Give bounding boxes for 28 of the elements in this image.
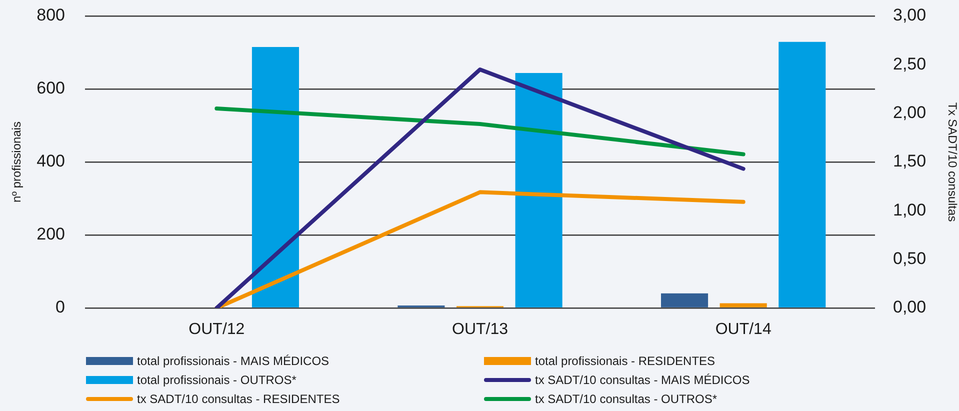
y2-axis-title: Tx SADT/10 consultas: [945, 102, 959, 222]
y-tick-label: 200: [36, 224, 65, 244]
y2-tick-label: 0,50: [893, 249, 926, 268]
y-tick-label: 400: [36, 152, 65, 171]
y-tick-label: 600: [36, 78, 65, 98]
y2-tick-label: 3,00: [893, 6, 926, 25]
legend-label: total profissionais - OUTROS*: [137, 373, 296, 387]
bar: [515, 72, 562, 308]
y-tick-label: 800: [36, 6, 65, 25]
bar: [661, 293, 708, 308]
y-tick-label: 0: [56, 298, 65, 317]
y2-tick-label: 2,50: [893, 54, 926, 74]
bar: [252, 47, 299, 308]
x-tick-label: OUT/13: [452, 321, 508, 338]
legend-label: tx SADT/10 consultas - RESIDENTES: [137, 392, 340, 406]
legend-label: tx SADT/10 consultas - MAIS MÉDICOS: [535, 373, 750, 387]
y2-tick-label: 1,00: [893, 200, 926, 220]
x-tick-label: OUT/12: [188, 321, 245, 338]
y2-tick-label: 2,00: [893, 103, 926, 122]
bar: [778, 42, 826, 308]
bar: [720, 303, 767, 308]
y2-tick-label: 0,00: [893, 298, 926, 317]
x-tick-label: OUT/14: [715, 321, 772, 338]
legend-label: tx SADT/10 consultas - OUTROS*: [535, 392, 718, 406]
legend-label: total profissionais - MAIS MÉDICOS: [137, 354, 330, 368]
y-axis-title: nº profissionais: [10, 121, 24, 203]
legend-label: total profissionais - RESIDENTES: [535, 354, 716, 368]
y2-tick-label: 1,50: [893, 152, 926, 171]
